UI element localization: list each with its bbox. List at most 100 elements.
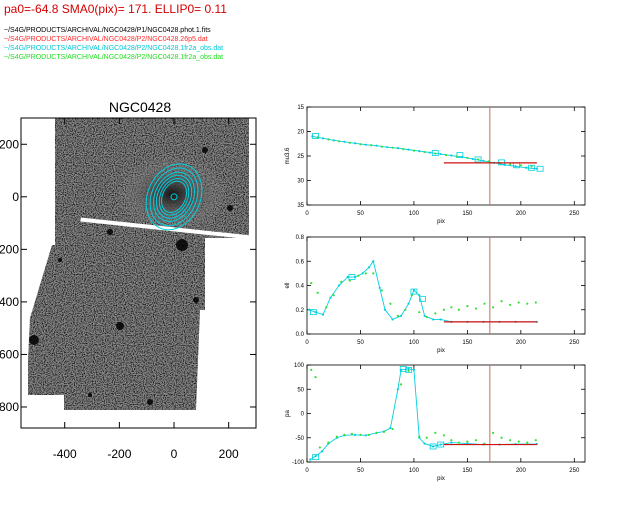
star-marker <box>88 393 92 397</box>
cyan-data-point <box>332 139 335 142</box>
file-path-phot: ~/S4G/PRODUCTS/ARCHIVAL/NGC0428/P1/NGC04… <box>4 27 211 34</box>
panel-frame <box>306 364 586 463</box>
x-tick-label: 250 <box>569 340 580 346</box>
x-tick-label: 100 <box>409 468 420 474</box>
x-tick-label: 100 <box>409 340 420 346</box>
image-y-tick-label: 0 <box>12 190 19 204</box>
cyan-data-point <box>364 143 367 146</box>
green-data-point <box>375 431 378 434</box>
green-data-point <box>509 439 512 442</box>
y-axis-label: pa <box>285 410 291 417</box>
y-tick-label: -50 <box>295 436 304 442</box>
green-data-point <box>391 427 394 431</box>
green-data-point <box>418 435 421 438</box>
panel-frame <box>306 236 586 335</box>
cyan-data-point <box>320 450 324 453</box>
y-tick-label: 50 <box>297 387 304 393</box>
green-data-point <box>474 307 478 310</box>
green-data-point <box>357 274 360 277</box>
green-data-point <box>466 156 469 160</box>
green-data-point <box>327 138 330 141</box>
green-data-point <box>509 163 512 166</box>
image-x-tick-label: 200 <box>219 447 239 461</box>
y-tick-label: 0 <box>301 412 305 418</box>
y-tick-label: 25 <box>297 154 304 160</box>
green-data-point <box>466 305 469 308</box>
green-data-point <box>367 433 371 436</box>
y-axis-label: mu3.6 <box>285 147 291 164</box>
green-data-point <box>404 308 407 311</box>
image-x-tick-label: 0 <box>171 447 178 461</box>
cyan-box-marker <box>429 443 437 450</box>
cyan-data-point <box>343 140 346 143</box>
cyan-data-point <box>386 146 389 149</box>
green-data-point <box>434 431 437 434</box>
cyan-box-marker <box>431 150 439 156</box>
y-tick-label: 0.4 <box>296 284 305 290</box>
cyan-profile-line <box>309 368 537 460</box>
image-noise-texture <box>28 118 249 410</box>
cyan-data-point <box>423 314 426 317</box>
cyan-data-point <box>525 166 528 169</box>
cyan-box-marker <box>456 152 464 158</box>
x-axis-label: pix <box>437 219 445 225</box>
green-data-point <box>327 441 330 444</box>
green-data-point <box>337 140 341 143</box>
green-data-point <box>380 145 383 148</box>
surface-brightness-panel: 0 50 100 150 200 250 15 20 25 30 35 pix mu3.6 <box>285 105 586 225</box>
cyan-data-point <box>450 154 453 157</box>
green-data-point <box>335 435 339 438</box>
green-data-point <box>325 306 328 309</box>
x-tick-label: 50 <box>357 211 364 217</box>
green-data-point <box>402 148 405 151</box>
cyan-data-point <box>329 296 332 299</box>
green-data-point <box>500 436 503 439</box>
green-data-point <box>407 369 410 372</box>
cyan-data-point <box>378 286 381 290</box>
green-data-point <box>519 164 522 167</box>
cyan-data-point <box>361 272 364 275</box>
green-data-point <box>348 141 351 144</box>
star-marker <box>58 258 62 262</box>
green-data-point <box>455 155 458 158</box>
green-data-point <box>399 383 403 386</box>
position-angle-panel: 0 50 100 150 200 250 -100 -50 0 50 100 pix pa <box>285 363 586 482</box>
cyan-data-point <box>396 147 399 150</box>
cyan-data-point <box>423 442 426 445</box>
green-data-point <box>389 302 392 305</box>
cyan-data-point <box>407 367 410 370</box>
cyan-data-point <box>321 137 325 140</box>
green-data-point <box>457 441 460 444</box>
star-marker <box>107 229 113 235</box>
ellipticity-panel: 0 50 100 150 200 250 0.0 0.2 0.4 0.6 0.8 pix ell <box>285 235 586 354</box>
image-gap-stripe <box>80 217 249 244</box>
cyan-data-point <box>383 308 387 311</box>
cyan-data-point <box>439 318 442 321</box>
x-tick-label: 150 <box>462 468 473 474</box>
green-data-point <box>348 279 351 282</box>
star-marker <box>29 335 39 345</box>
cyan-data-point <box>432 318 435 321</box>
cyan-data-point <box>482 159 485 162</box>
green-data-point <box>483 302 486 305</box>
image-x-tick-label: -400 <box>53 447 77 461</box>
x-tick-label: 200 <box>516 211 527 217</box>
cyan-data-point <box>375 144 378 147</box>
green-data-point <box>318 446 321 449</box>
green-data-point <box>491 431 495 434</box>
image-axes: -400 -200 0 200 200 0 200 400 600 800 <box>0 118 256 461</box>
cyan-data-point <box>418 150 421 153</box>
cyan-box-marker <box>312 454 319 461</box>
star-marker <box>147 399 153 405</box>
x-tick-label: 150 <box>462 340 473 346</box>
cyan-data-point <box>308 308 311 311</box>
cyan-data-point <box>407 148 410 151</box>
y-tick-label: 0.0 <box>296 332 305 338</box>
y-tick-label: -100 <box>292 460 305 466</box>
isophote-contours <box>145 163 203 231</box>
foreground-stars <box>29 147 249 405</box>
green-data-point <box>530 165 533 168</box>
green-data-point <box>412 149 416 152</box>
y-tick-label: 0.8 <box>296 235 305 241</box>
image-title: NGC0428 <box>109 99 171 115</box>
